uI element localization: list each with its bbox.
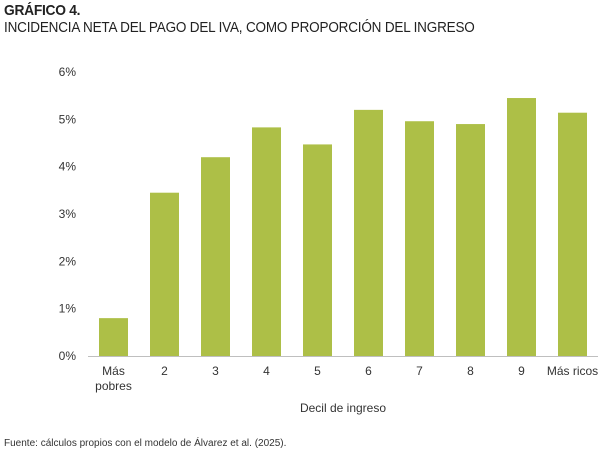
source-note: Fuente: cálculos propios con el modelo d…: [4, 438, 287, 449]
y-tick-label: 0%: [59, 349, 77, 363]
figure-label: GRÁFICO 4.: [4, 2, 81, 19]
x-axis-title: Decil de ingreso: [300, 401, 386, 415]
x-tick-label: 3: [212, 364, 219, 378]
x-tick-label: pobres: [95, 379, 132, 393]
x-tick-label: 5: [314, 364, 321, 378]
x-tick-label: 7: [416, 364, 423, 378]
x-tick-label: 8: [467, 364, 474, 378]
x-tick-label: 4: [263, 364, 270, 378]
bar: [150, 192, 179, 356]
chart-header: GRÁFICO 4. INCIDENCIA NETA DEL PAGO DEL …: [4, 2, 527, 36]
bar: [303, 144, 332, 356]
y-tick-label: 5%: [59, 112, 77, 126]
x-tick-label: 9: [518, 364, 525, 378]
x-tick-label: Más: [102, 364, 125, 378]
x-tick-label: Más ricos: [547, 364, 598, 378]
bar: [507, 98, 536, 357]
chart-title: INCIDENCIA NETA DEL PAGO DEL IVA, COMO P…: [4, 19, 475, 36]
bar: [354, 109, 383, 356]
bar: [405, 121, 434, 356]
bar: [201, 157, 230, 356]
bar: [456, 124, 485, 356]
y-tick-label: 3%: [59, 207, 77, 221]
bar: [99, 318, 128, 356]
x-tick-label: 2: [161, 364, 168, 378]
y-tick-label: 6%: [59, 65, 77, 79]
y-tick-label: 1%: [59, 302, 77, 316]
x-tick-label: 6: [365, 364, 372, 378]
y-tick-label: 4%: [59, 160, 77, 174]
y-tick-label: 2%: [59, 254, 77, 268]
bar: [252, 127, 281, 356]
bar: [558, 112, 587, 356]
